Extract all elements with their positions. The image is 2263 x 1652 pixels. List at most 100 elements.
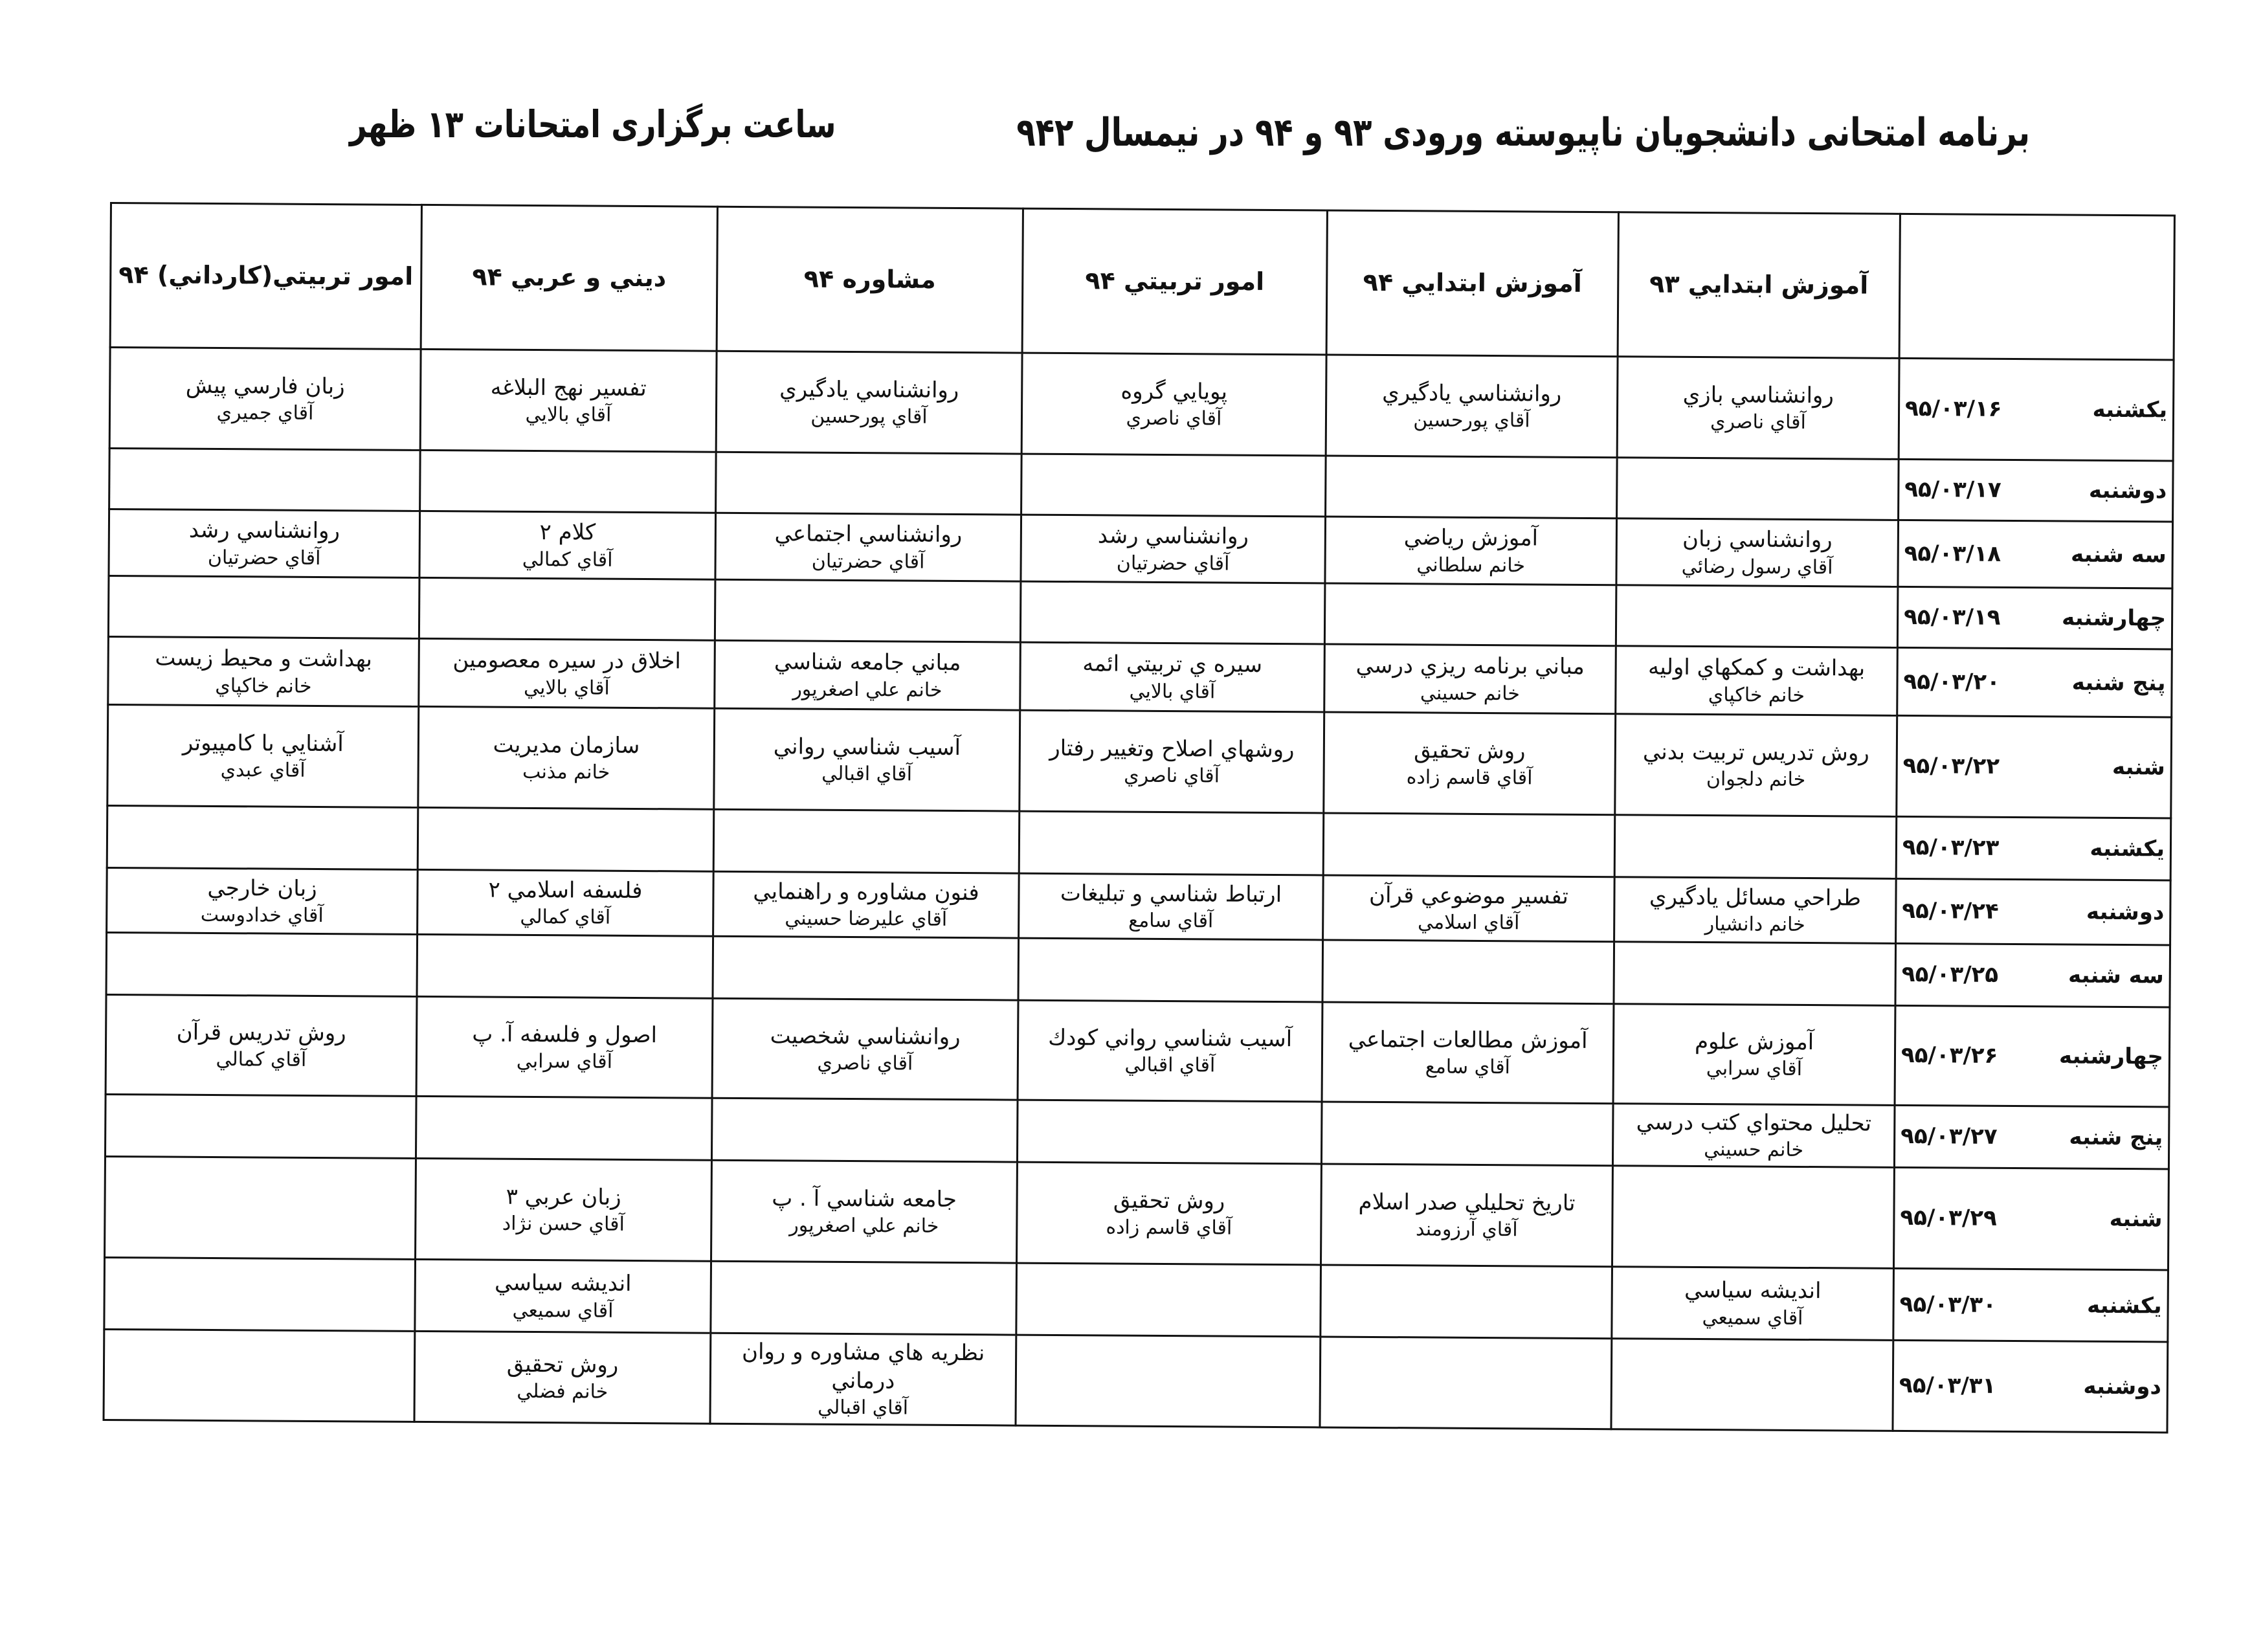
instructor-name: آقاي كمالي: [216, 1048, 307, 1071]
instructor-name: آقاي عبدي: [220, 759, 306, 782]
course-name: آسيب شناسي رواني: [773, 733, 961, 761]
column-header: [1899, 214, 2175, 360]
course-name: روانشناسي يادگيري: [1382, 379, 1562, 407]
day-date: چهارشنبه ۹۵/۰۳/۲۶: [1901, 1041, 2163, 1071]
course-name: تفسير نهج البلاغه: [490, 374, 647, 401]
exam-cell: [1324, 583, 1616, 646]
exam-date: ۹۵/۰۳/۱۷: [1904, 476, 2001, 504]
day-date: پنج شنبه ۹۵/۰۳/۲۷: [1901, 1122, 2163, 1152]
exam-cell: [418, 807, 714, 872]
exam-cell: [106, 932, 418, 997]
exam-cell: جامعه شناسي آ . پ خانم علي اصغرپور: [711, 1160, 1018, 1264]
day-date-cell: سه شنبه ۹۵/۰۳/۱۸: [1897, 520, 2173, 588]
exam-cell: زبان فارسي پيش آقاي جميري: [109, 347, 421, 451]
course-name: زبان عربي ۳: [506, 1183, 621, 1211]
day-date-cell: يكشنبه ۹۵/۰۳/۱۶: [1899, 358, 2174, 461]
exam-cell: [104, 1156, 416, 1260]
exam-cell: زبان عربي ۳ آقاي حسن نژاد: [415, 1158, 712, 1262]
exam-cell: روانشناسي زبان آقاي رسول رضائي: [1616, 518, 1899, 587]
exam-cell: پويايي گروه آقاي ناصري: [1021, 353, 1327, 456]
course-name: آشنايي با كامپيوتر: [182, 730, 344, 757]
header-row: آموزش ابتدايي ۹۳ آموزش ابتدايي ۹۴ امور ترب…: [110, 203, 2175, 360]
instructor-name: آقاي اقبالي: [821, 762, 913, 786]
exam-cell: [108, 575, 419, 639]
exam-cell: [710, 1261, 1017, 1335]
exam-cell: كلام ۲ آقاي كمالي: [419, 511, 716, 580]
exam-cell: [1322, 939, 1614, 1004]
day-name: پنج شنبه: [2071, 669, 2166, 697]
day-name: يكشنبه: [2090, 836, 2165, 862]
exam-cell: [105, 1094, 417, 1159]
column-header: آموزش ابتدايي ۹۳: [1618, 212, 1901, 359]
day-date: چهارشنبه ۹۵/۰۳/۱۹: [1904, 603, 2166, 633]
exam-cell: [1611, 1338, 1893, 1431]
exam-cell: روانشناسي رشد آقاي حضرتيان: [1020, 515, 1326, 583]
day-name: چهارشنبه: [2058, 1043, 2164, 1070]
instructor-name: آقاي ناصري: [1126, 407, 1222, 430]
exam-cell: سازمان مديريت خانم مذنب: [418, 706, 715, 810]
exam-cell: [713, 936, 1019, 1001]
instructor-name: آقاي آرزومند: [1415, 1218, 1518, 1242]
exam-cell: [104, 1329, 415, 1422]
column-header: امور تربيتي(كارداني) ۹۴: [110, 203, 422, 350]
day-date-cell: پنج شنبه ۹۵/۰۳/۲۷: [1894, 1105, 2170, 1169]
exam-cell: آسيب شناسي رواني كودك آقاي اقبالي: [1018, 1000, 1322, 1102]
exam-date: ۹۵/۰۳/۲۴: [1902, 898, 1999, 925]
exam-cell: روشهاي اصلاح وتغيير رفتار آقاي ناصري: [1019, 710, 1324, 813]
instructor-name: آقاي سميعي: [1702, 1306, 1803, 1330]
course-name: انديشه سياسي: [494, 1270, 632, 1297]
day-date-cell: دوشنبه ۹۵/۰۳/۳۱: [1892, 1340, 2168, 1433]
exam-cell: روانشناسي يادگيري آقاي پورحسين: [1326, 354, 1618, 458]
course-name: روانشناسي زبان: [1682, 526, 1833, 553]
day-name: يكشنبه: [2092, 397, 2168, 423]
course-name: روانشناسي يادگيري: [779, 376, 959, 403]
course-name: روانشناسي اجتماعي: [774, 520, 963, 548]
day-date-cell: پنج شنبه ۹۵/۰۳/۲۰: [1897, 647, 2172, 717]
instructor-name: آقاي بالايي: [1129, 680, 1216, 704]
exam-cell: فنون مشاوره و راهنمايي آقاي عليرضا حسيني: [713, 871, 1020, 939]
table-row: پنج شنبه ۹۵/۰۳/۲۰ بهداشت و كمكهاي اوليه خان…: [107, 636, 2172, 717]
day-date: پنج شنبه ۹۵/۰۳/۲۰: [1903, 667, 2165, 698]
exam-cell: روانشناسي يادگيري آقاي پورحسين: [716, 351, 1023, 454]
instructor-name: آقاي ناصري: [1710, 410, 1806, 434]
exam-date: ۹۵/۰۳/۱۸: [1904, 540, 2001, 567]
course-name: روش تحقيق: [1414, 737, 1526, 765]
column-header: ديني و عربي ۹۴: [421, 205, 718, 352]
instructor-name: آقاي كمالي: [522, 548, 613, 572]
exam-cell: [1616, 585, 1898, 648]
instructor-name: آقاي اسلامي: [1417, 911, 1520, 935]
exam-cell: آموزش رياضي خانم سلطاني: [1324, 516, 1617, 585]
course-name: ارتباط شناسي و تبليغات: [1060, 880, 1282, 908]
column-header: امور تربيتي ۹۴: [1022, 208, 1328, 355]
instructor-name: خانم حسيني: [1704, 1138, 1804, 1162]
course-name: تاريخ تحليلي صدر اسلام: [1358, 1189, 1576, 1216]
instructor-name: آقاي بالايي: [525, 403, 612, 427]
course-name: پويايي گروه: [1120, 378, 1228, 405]
course-name: روش تدريس قرآن: [176, 1019, 346, 1047]
course-name: اصول و فلسفه آ. پ: [472, 1021, 658, 1049]
exam-cell: تاريخ تحليلي صدر اسلام آقاي آرزومند: [1321, 1163, 1613, 1267]
column-header: آموزش ابتدايي ۹۴: [1326, 210, 1619, 357]
instructor-name: آقاي سامع: [1128, 909, 1214, 933]
instructor-name: خانم علي اصغرپور: [789, 1214, 939, 1238]
table-row: سه شنبه ۹۵/۰۳/۱۸ روانشناسي زبان آقاي رسول ر…: [108, 509, 2173, 588]
day-name: شنبه: [2109, 1206, 2163, 1233]
course-name: سازمان مديريت: [493, 731, 640, 759]
instructor-name: آقاي بالايي: [523, 676, 610, 700]
course-name: آسيب شناسي رواني كودك: [1048, 1024, 1293, 1053]
course-name: كلام ۲: [539, 519, 596, 546]
course-name: آموزش مطالعات اجتماعي: [1348, 1026, 1588, 1054]
exam-schedule-table: آموزش ابتدايي ۹۳ آموزش ابتدايي ۹۴ امور ترب…: [102, 202, 2175, 1433]
course-name: روانشناسي شخصيت: [770, 1023, 961, 1050]
exam-cell: [713, 809, 1020, 874]
course-name: روانشناسي رشد: [1097, 522, 1249, 550]
day-date: دوشنبه ۹۵/۰۳/۳۱: [1899, 1371, 2161, 1401]
course-name: تحليل محتواي كتب درسي: [1636, 1109, 1872, 1137]
day-date-cell: شنبه ۹۵/۰۳/۲۹: [1893, 1167, 2169, 1270]
day-date: شنبه ۹۵/۰۳/۲۲: [1903, 752, 2165, 782]
instructor-name: آقاي حضرتيان: [1116, 552, 1230, 575]
course-name: بهداشت و محيط زيست: [155, 645, 373, 673]
instructor-name: آقاي اقبالي: [818, 1396, 909, 1420]
course-name: مباني جامعه شناسي: [774, 649, 961, 676]
day-name: سه شنبه: [2068, 962, 2164, 989]
